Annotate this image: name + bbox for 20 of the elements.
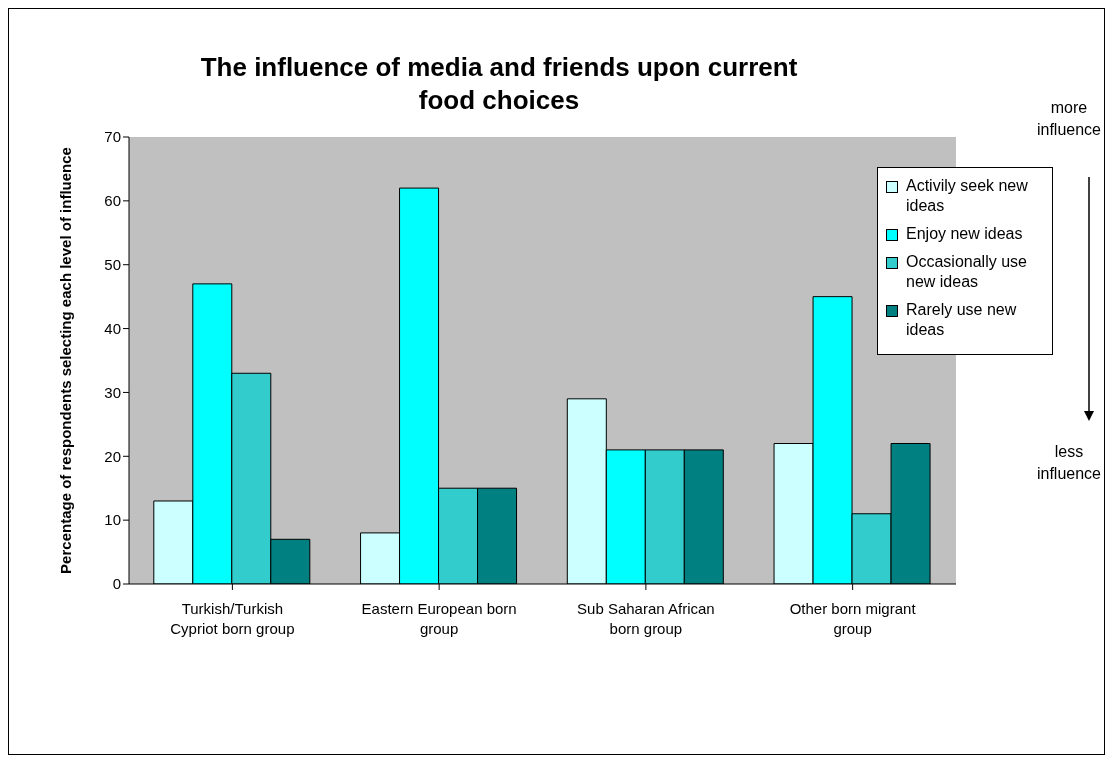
legend-label: Occasionally use new ideas [906,252,1028,292]
x-tick-label: Other born migrant group [789,600,917,637]
text: less influence [1035,442,1102,484]
y-tick-label: 20 [104,447,121,465]
y-tick-label: 40 [104,319,121,337]
y-axis-title: Percentage of respondents selecting each level of influence [57,147,75,574]
x-tick-label: Eastern European born group [361,600,517,637]
y-tick-label: 70 [104,128,121,146]
x-tick-label: Turkish/Turkish Cypriot born group [170,600,295,637]
y-tick-label: 30 [104,383,121,401]
text: more influence [1035,98,1102,140]
legend-label: Rarely use new ideas [906,300,1018,340]
y-tick-label: 50 [104,256,121,274]
legend-label: Activily seek new ideas [906,176,1029,216]
legend-label: Enjoy new ideas [906,224,1023,244]
y-tick-label: 60 [104,192,121,210]
x-tick-label: Sub Saharan African born group [577,600,715,637]
y-tick-label: 0 [112,575,121,593]
y-tick-label: 10 [104,511,121,529]
chart-title: The influence of media and friends upon current food choices [199,51,799,117]
